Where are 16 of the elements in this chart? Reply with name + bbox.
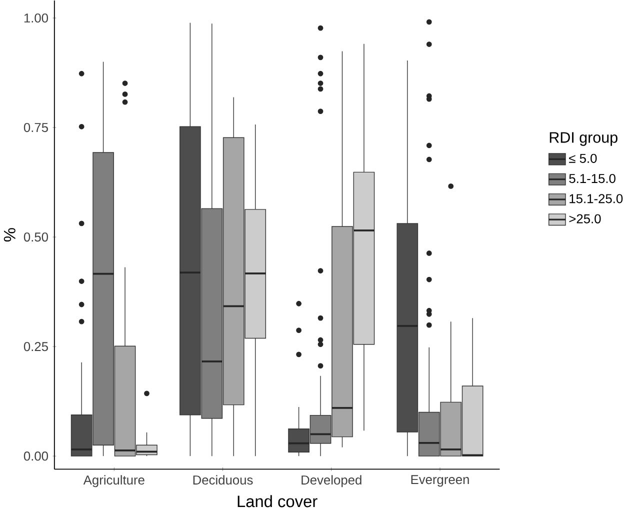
legend-label: 5.1-15.0	[569, 174, 616, 184]
x-tick-label: Agriculture	[83, 475, 144, 488]
y-tick-label: 0.00	[24, 451, 48, 461]
y-tick-label: 1.00	[24, 13, 48, 22]
legend-label: >25.0	[569, 214, 601, 224]
x-axis-title: Land cover	[238, 495, 318, 508]
x-tick-label: Evergreen	[411, 475, 469, 487]
x-tick-label: Deciduous	[193, 475, 253, 485]
y-tick-label: 0.75	[24, 122, 48, 132]
y-axis-title: %	[4, 228, 16, 242]
legend-label: ≤ 5.0	[569, 154, 597, 163]
legend-label: 15.1-25.0	[570, 194, 623, 204]
y-tick-label: 0.25	[24, 342, 48, 352]
x-tick-label: Developed	[302, 475, 362, 488]
y-tick-label: 0.50	[24, 232, 48, 242]
legend-title: RDI group	[550, 132, 618, 146]
